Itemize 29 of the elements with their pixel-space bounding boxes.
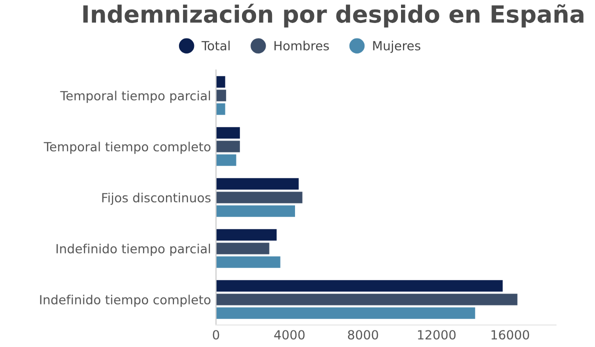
bar	[216, 242, 270, 254]
x-tick-label: 12000	[418, 330, 456, 340]
bar	[216, 192, 302, 204]
legend-label: Mujeres	[373, 40, 420, 53]
x-tick-label: 16000	[492, 330, 530, 340]
bar	[216, 307, 476, 319]
bar	[216, 256, 280, 268]
bar	[216, 76, 226, 88]
bar	[216, 280, 503, 292]
x-tick-label: 4000	[274, 330, 305, 340]
y-tick-label: Indefinido tiempo completo	[40, 294, 210, 307]
legend-label: Hombres	[274, 40, 329, 50]
bar	[216, 90, 226, 102]
bar	[216, 294, 518, 306]
y-tick-label: Indefinido tiempo parcial	[56, 244, 210, 256]
y-tick-label: Temporal tiempo completo	[44, 142, 210, 154]
y-tick-label: Temporal tiempo parcial	[60, 90, 210, 103]
bar	[216, 178, 299, 190]
legend-label: Total	[202, 40, 230, 50]
bar	[216, 154, 236, 166]
bar	[216, 127, 240, 139]
bar	[216, 103, 226, 115]
bar	[216, 205, 296, 217]
chart-title: Indemnización por despido en España	[83, 4, 584, 28]
bar	[216, 140, 240, 152]
bar	[216, 229, 277, 241]
x-tick-label: 8000	[348, 330, 378, 340]
x-tick-label: 0	[212, 330, 220, 340]
y-tick-label: Fijos discontinuos	[102, 192, 211, 205]
